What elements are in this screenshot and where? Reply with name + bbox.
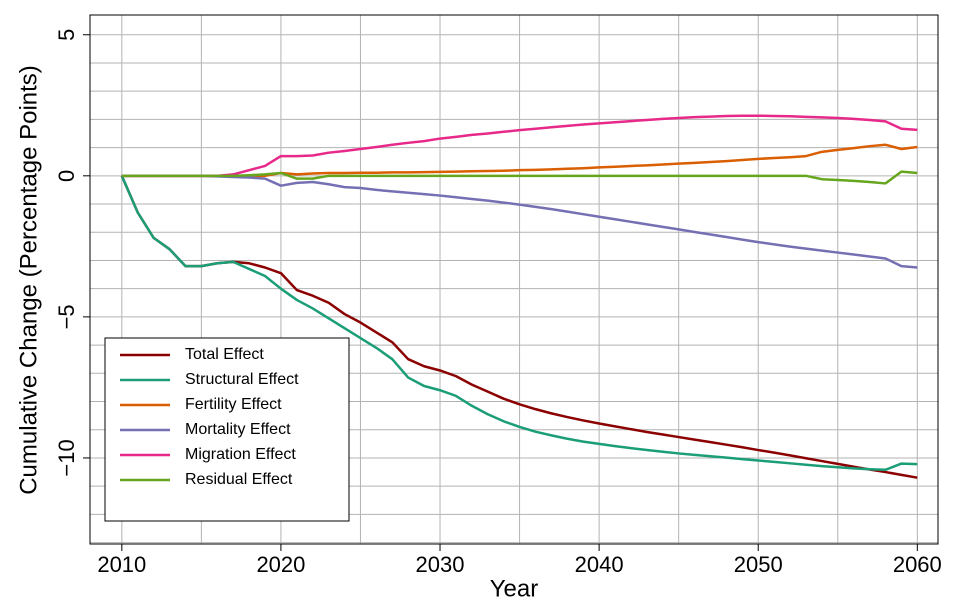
legend-label: Structural Effect xyxy=(185,371,299,388)
y-axis-title: Cumulative Change (Percentage Points) xyxy=(15,65,42,495)
legend-label: Residual Effect xyxy=(185,471,293,488)
y-tick-label: −5 xyxy=(54,304,79,329)
data-line xyxy=(120,175,918,472)
x-tick-label: 2010 xyxy=(97,552,146,577)
x-tick-label: 2040 xyxy=(575,552,624,577)
legend-label: Total Effect xyxy=(185,346,264,363)
data-line xyxy=(121,174,918,269)
legend-label: Mortality Effect xyxy=(185,421,291,438)
x-tick-label: 2050 xyxy=(734,552,783,577)
y-tick-label: −10 xyxy=(54,439,79,476)
data-line xyxy=(121,114,918,178)
x-tick-label: 2060 xyxy=(893,552,942,577)
x-axis-title: Year xyxy=(490,575,539,601)
legend-label: Migration Effect xyxy=(185,446,296,463)
data-line xyxy=(121,170,918,185)
x-tick-label: 2030 xyxy=(416,552,465,577)
data-line xyxy=(120,175,918,479)
y-tick-label: 0 xyxy=(54,170,79,182)
plot-frame xyxy=(89,14,939,545)
x-tick-label: 2020 xyxy=(256,552,305,577)
y-tick-label: 5 xyxy=(54,29,79,41)
legend-label: Fertility Effect xyxy=(185,396,282,413)
